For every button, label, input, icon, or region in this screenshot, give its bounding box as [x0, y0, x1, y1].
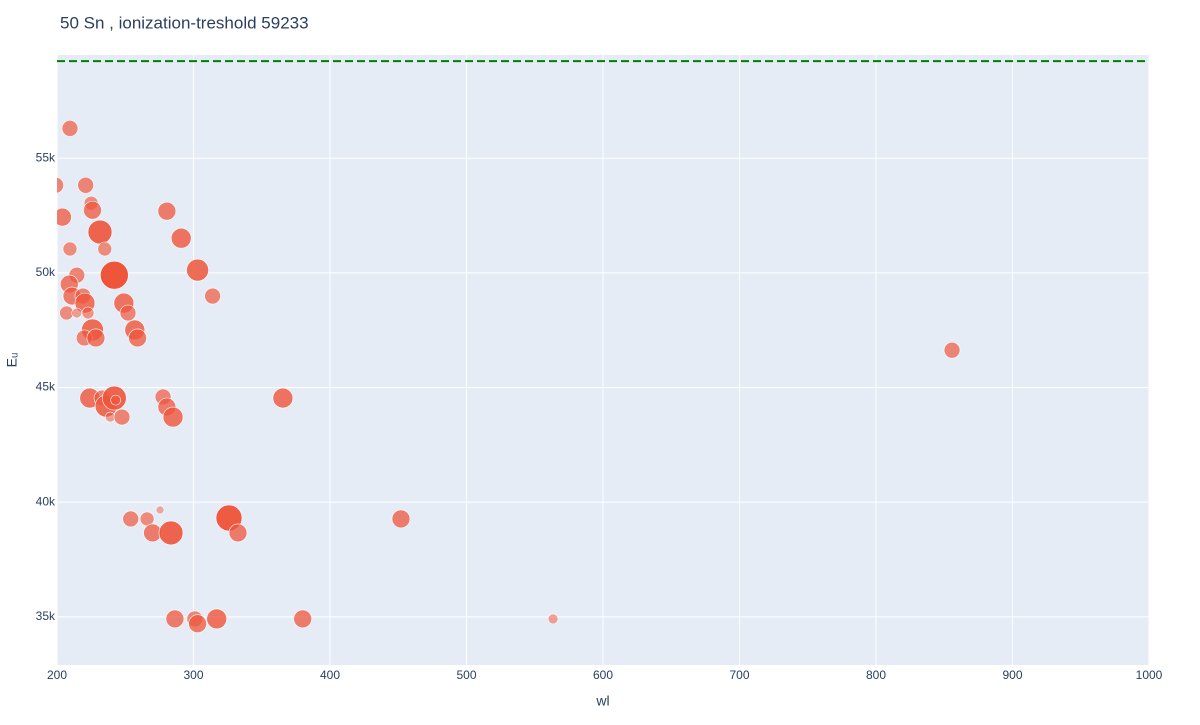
x-axis-label: wl — [595, 693, 609, 709]
x-tick-label: 600 — [593, 668, 613, 682]
x-tick-label: 700 — [729, 668, 749, 682]
x-tick-label: 800 — [866, 668, 886, 682]
y-tick-label: 40k — [36, 494, 56, 508]
bubble — [204, 287, 221, 305]
chart-title: 50 Sn , ionization-treshold 59233 — [60, 13, 309, 32]
bubble — [86, 328, 106, 348]
bubble — [77, 176, 94, 194]
bubble — [128, 328, 147, 348]
bubble — [547, 613, 559, 625]
x-tick-label: 900 — [1002, 668, 1022, 682]
bubble — [272, 387, 294, 409]
grid — [56, 55, 1150, 665]
y-tick-label: 35k — [36, 609, 56, 623]
x-tick-label: 1000 — [1136, 668, 1163, 682]
bubble — [155, 505, 165, 515]
bubble — [293, 609, 313, 629]
bubble — [83, 200, 102, 220]
bubble — [170, 227, 192, 249]
bubble — [87, 219, 113, 245]
bubble — [391, 509, 411, 529]
bubble — [158, 520, 184, 546]
bubble — [206, 608, 228, 630]
bubble — [61, 120, 79, 137]
bubble — [119, 304, 137, 322]
y-tick-label: 55k — [36, 150, 56, 164]
bubble — [71, 307, 83, 319]
bubble — [57, 177, 64, 194]
x-tick-label: 200 — [47, 668, 67, 682]
y-axis-label: Eᵤ — [4, 353, 20, 368]
bubble — [81, 306, 95, 320]
y-tick-label: 50k — [36, 265, 56, 279]
bubble — [62, 241, 78, 257]
bubble — [228, 523, 248, 543]
bubble — [122, 510, 140, 528]
x-tick-label: 300 — [183, 668, 203, 682]
bubble — [162, 406, 184, 428]
x-tick-label: 400 — [320, 668, 340, 682]
bubble — [186, 258, 209, 282]
y-tick-label: 45k — [36, 380, 56, 394]
bubble — [57, 207, 72, 227]
bubble — [59, 305, 74, 321]
bubble — [165, 609, 185, 629]
x-tick-label: 500 — [456, 668, 476, 682]
bubble — [100, 260, 129, 290]
bubble — [157, 201, 177, 221]
bubble — [188, 614, 207, 634]
bubble — [97, 241, 113, 257]
bubble — [110, 394, 121, 406]
marks — [57, 60, 1149, 634]
bubble — [113, 408, 131, 426]
bubble — [943, 341, 961, 359]
